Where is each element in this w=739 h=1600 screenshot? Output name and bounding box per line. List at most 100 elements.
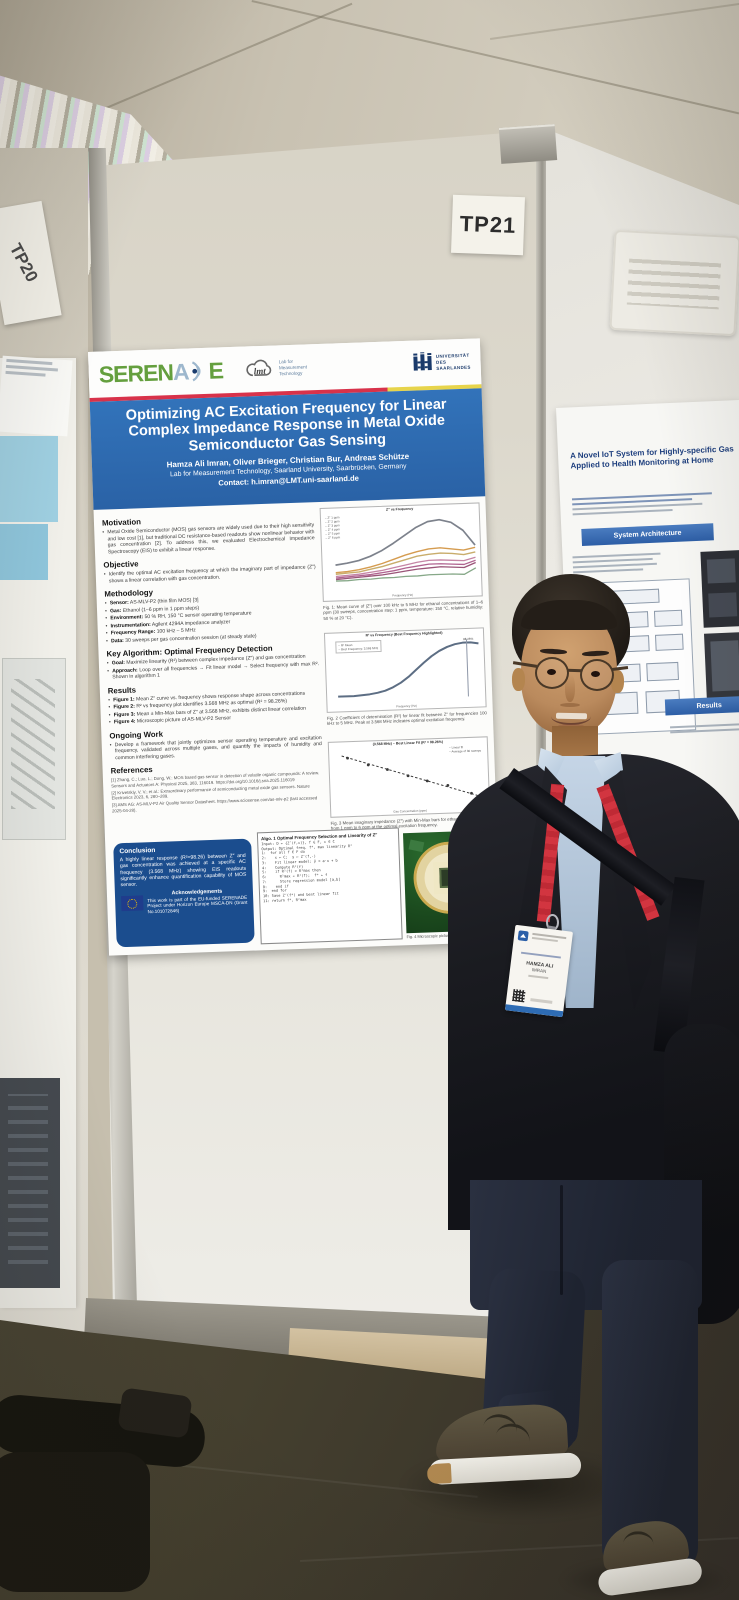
figure3-chart: (3.568 MHz) – Best Linear Fit (R² = 98.2… — [327, 736, 491, 818]
right-poster-results-blurred — [669, 720, 739, 736]
badge-logo-mark — [520, 933, 526, 938]
glasses-bridge — [566, 668, 583, 673]
figure2-plot — [333, 636, 483, 703]
poster-title-band: Optimizing AC Excitation Frequency for L… — [89, 388, 486, 510]
person-ear — [611, 670, 624, 693]
poster-title: Optimizing AC Excitation Frequency for L… — [90, 395, 483, 458]
blurred-text-bar — [530, 998, 553, 1004]
figure3-plot — [337, 746, 485, 809]
diagram-box — [653, 609, 683, 627]
figure1-plot — [331, 512, 480, 593]
right-poster-board-photo — [703, 632, 739, 704]
poster-header: SEREN A E lmt Lab for Measurement Technology — [88, 338, 482, 398]
figure2-caption: Fig. 2 Coefficient of determination (R²)… — [326, 710, 487, 727]
uds-logo-line: SAARLANDES — [436, 364, 471, 371]
person-nose — [565, 674, 575, 702]
references-list: [1] Zhang, C.; Luo, L.; Dong, W.: MOS ba… — [111, 770, 324, 814]
figure2-chart: R² vs Frequency (Best Frequency Highligh… — [323, 627, 487, 713]
svg-text:lmt: lmt — [254, 366, 267, 376]
person-teeth — [555, 712, 588, 720]
serenade-logo-text: SEREN — [98, 358, 174, 388]
left-poster-block — [0, 524, 48, 580]
lmt-logo: lmt Lab for Measurement Technology — [245, 356, 308, 380]
conclusion-box: Conclusion A highly linear response (R²=… — [113, 838, 255, 948]
blurred-text-bar — [5, 370, 46, 377]
booth-label-tp20-text: TP20 — [5, 240, 42, 286]
acknowledgements-text-block: Acknowledgements This work is part of th… — [147, 888, 248, 915]
poster-left-column: Motivation Metal Oxide Semiconductor (MO… — [102, 506, 324, 815]
person-eye — [547, 669, 556, 675]
person-hairline — [521, 600, 617, 630]
section-architecture-label: System Architecture — [613, 529, 682, 540]
section-results-label: Results — [696, 701, 722, 710]
right-poster-title: A Novel IoT System for Highly-specific G… — [570, 444, 739, 472]
blurred-text-bar — [670, 727, 739, 734]
jeans-crease — [560, 1185, 563, 1295]
shoe-heel-gum — [426, 1463, 452, 1485]
person-ear — [512, 668, 525, 691]
lmt-cloud-icon: lmt — [246, 359, 272, 376]
algorithm-lines: Input: D ← {Z″(f,c)}, f ∈ F, c ∈ C Output… — [261, 838, 397, 904]
conference-badge: HAMZA ALI IMRAN — [504, 924, 574, 1018]
left-poster-card — [0, 355, 73, 437]
references-block: References [1] Zhang, C.; Luo, L.; Dong,… — [110, 759, 324, 813]
badge-header-blurred — [531, 932, 567, 943]
motivation-text: Metal Oxide Semiconductor (MOS) gas sens… — [102, 522, 315, 555]
lmt-logo-text: Lab for Measurement Technology — [279, 359, 308, 377]
acknowledgements: Acknowledgements This work is part of th… — [121, 888, 248, 916]
badge-qr-code — [512, 989, 526, 1003]
panel-hinge — [498, 124, 558, 164]
diagram-box — [654, 633, 684, 651]
serenade-logo: SEREN A E — [98, 357, 223, 388]
methodology-list: Sensor: AS-MLV-P2 (thin film MOS) [3]Gas… — [105, 593, 318, 644]
blurred-text-bar — [528, 974, 549, 979]
wall-vent-panel — [609, 229, 739, 337]
left-poster-figure-content — [11, 679, 55, 809]
person-right-shoe — [591, 1515, 707, 1600]
person-left-shoe — [424, 1394, 593, 1500]
person-smile — [551, 708, 591, 725]
right-poster-authors-blurred — [571, 489, 723, 518]
blurred-text-bar — [6, 358, 53, 366]
floor-bag — [0, 1452, 150, 1592]
diagram-box — [646, 661, 679, 682]
vent-slats — [626, 258, 722, 310]
lmt-logo-line: Technology — [279, 370, 303, 377]
acknowledgements-text: This work is part of the EU-funded SEREN… — [147, 894, 248, 915]
board-photo-detail — [708, 592, 738, 618]
left-poster-dark-figure — [0, 1078, 60, 1288]
left-neighbor-poster — [0, 355, 76, 1308]
right-poster-section-results: Results — [664, 695, 739, 716]
blurred-text-bar — [572, 562, 657, 569]
right-poster-board-photo — [700, 550, 739, 628]
results-list: Figure 1: Mean Z″ curve vs. frequency sh… — [108, 690, 321, 726]
person-eye — [591, 671, 600, 677]
poster-body: Motivation Metal Oxide Semiconductor (MO… — [94, 496, 501, 955]
main-poster: SEREN A E lmt Lab for Measurement Technology — [88, 338, 501, 956]
serenade-logo-text: E — [208, 356, 224, 384]
figure1-caption: Fig. 1: Mean curve of |Z″| over 100 kHz … — [322, 599, 484, 621]
badge-logo — [517, 930, 529, 942]
uds-logo: UNIVERSITÄT DES SAARLANDES — [412, 351, 471, 375]
left-poster-figure — [2, 658, 66, 840]
right-poster-body-blurred — [572, 550, 661, 576]
conclusion-text: A highly linear response (R²=98.26) betw… — [119, 852, 247, 889]
left-poster-block — [0, 436, 58, 522]
algorithm-box: Algo. 1 Optimal Frequency Selection and … — [256, 827, 403, 945]
person-right-leg — [602, 1260, 698, 1570]
booth-label-tp21-text: TP21 — [459, 211, 517, 238]
booth-label-tp21: TP21 — [451, 194, 525, 256]
serenade-wave-icon — [191, 361, 201, 382]
blurred-text-bar — [573, 567, 644, 574]
badge-name: HAMZA ALI IMRAN — [509, 959, 568, 981]
uds-castle-icon — [412, 352, 432, 371]
board-photo-detail — [706, 558, 736, 584]
board-photo-detail — [710, 640, 739, 692]
uds-logo-text: UNIVERSITÄT DES SAARLANDES — [436, 353, 471, 371]
figure1-chart: Z″ vs Frequency Z″ 1 ppmZ″ 2 ppmZ″ 3 ppm… — [319, 502, 483, 602]
person-nostril-shadow — [560, 703, 580, 707]
right-poster-section-architecture: System Architecture — [581, 523, 714, 546]
pcb-detail — [408, 839, 425, 853]
serenade-logo-text: A — [172, 358, 190, 385]
